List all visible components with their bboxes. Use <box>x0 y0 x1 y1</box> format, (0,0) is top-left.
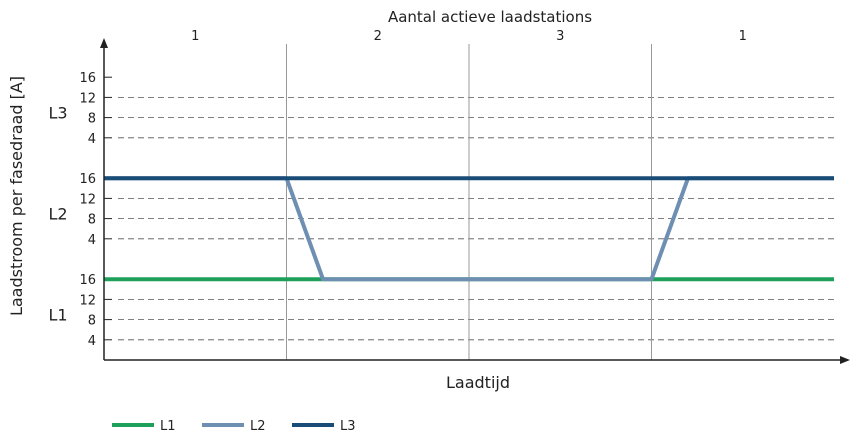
y-tick-label: 4 <box>88 132 96 147</box>
segment-label: 1 <box>191 29 199 44</box>
phase-band-label: L3 <box>48 104 67 123</box>
y-tick-labels: 4 8 12 16 4 8 12 16 4 8 12 16 <box>79 71 96 349</box>
y-tick-label: 16 <box>79 71 96 86</box>
y-tick-label: 8 <box>88 314 96 329</box>
segment-label: 2 <box>374 29 382 44</box>
grid <box>104 76 834 341</box>
y-axis-title: Laadstroom per fasedraad [A] <box>7 76 26 316</box>
phase-band-label: L2 <box>48 205 67 224</box>
legend: L1 L2 L3 <box>112 419 356 434</box>
y-tick-label: 16 <box>79 172 96 187</box>
legend-label: L3 <box>340 419 356 434</box>
segment-dividers <box>286 44 652 360</box>
segment-label: 3 <box>556 29 564 44</box>
y-tick-label: 12 <box>79 91 96 106</box>
axes <box>100 38 850 364</box>
series-lines <box>104 176 834 282</box>
legend-label: L1 <box>160 419 176 434</box>
segment-label: 1 <box>739 29 747 44</box>
y-axis-arrow <box>100 38 108 48</box>
legend-label: L2 <box>250 419 266 434</box>
y-tick-label: 8 <box>88 112 96 127</box>
x-axis-title: Laadtijd <box>446 373 510 392</box>
y-tick-label: 16 <box>79 273 96 288</box>
segment-labels: 1 2 3 1 <box>191 29 747 44</box>
y-tick-label: 12 <box>79 293 96 308</box>
x-axis-arrow <box>840 356 850 364</box>
phase-band-label: L1 <box>48 306 67 325</box>
chart-title: Aantal actieve laadstations <box>388 8 592 26</box>
y-tick-label: 12 <box>79 192 96 207</box>
y-tick-label: 4 <box>88 334 96 349</box>
y-tick-label: 8 <box>88 213 96 228</box>
phase-band-labels: L1 L2 L3 <box>48 104 67 325</box>
y-tick-label: 4 <box>88 233 96 248</box>
